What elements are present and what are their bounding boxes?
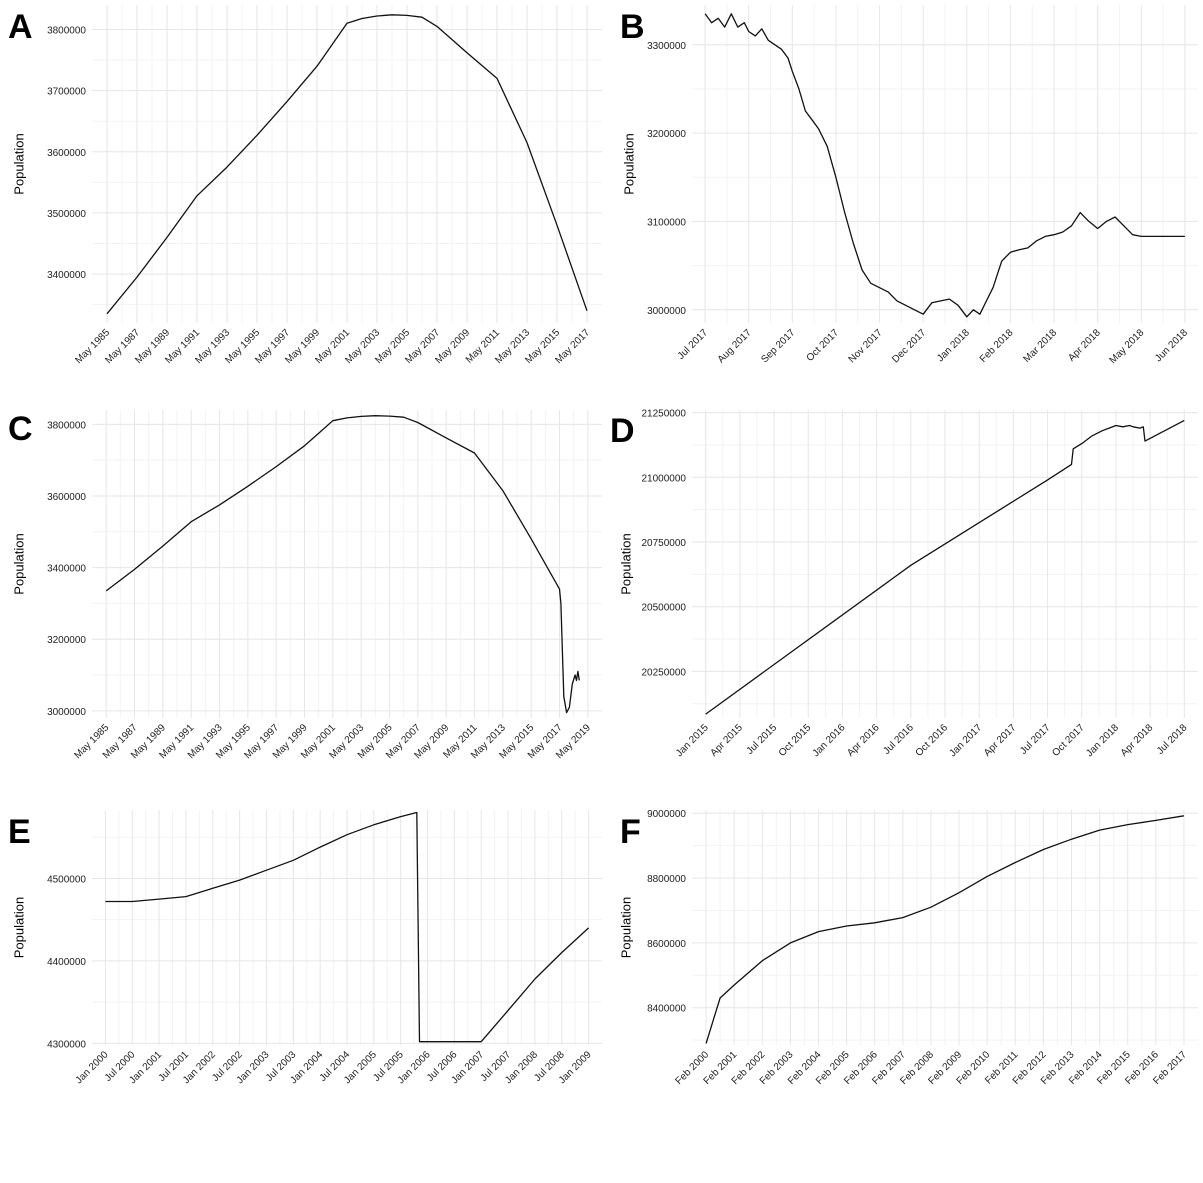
series-line	[106, 14, 588, 315]
series-line	[105, 811, 590, 1043]
y-tick-label: 21000000	[642, 473, 687, 484]
y-tick-label: 4300000	[47, 1039, 86, 1050]
y-tick-label: 8400000	[647, 1004, 686, 1015]
x-tick-label: May 2018	[1108, 327, 1147, 366]
x-tick-label: Jun 2018	[1153, 327, 1190, 364]
x-tick-label: Apr 2017	[982, 722, 1019, 759]
y-tick-label: 3000000	[647, 306, 686, 317]
x-tick-label: Nov 2017	[847, 327, 885, 365]
x-tick-label: Jul 2018	[1155, 722, 1190, 757]
y-axis-label: Population	[621, 133, 636, 194]
x-tick-label: Apr 2018	[1119, 722, 1156, 759]
x-tick-label: Jan 2000	[74, 1049, 111, 1086]
y-tick-label: 3200000	[47, 635, 86, 646]
x-tick-label: Apr 2015	[709, 722, 746, 759]
x-tick-label: Jan 2015	[674, 722, 711, 759]
x-tick-label: Jul 2017	[1018, 722, 1053, 757]
series-line	[705, 815, 1185, 1044]
x-tick-label: Oct 2015	[777, 722, 814, 759]
y-tick-label: 3700000	[47, 87, 86, 98]
x-tick-label: Mar 2018	[1022, 327, 1060, 365]
y-tick-label: 20250000	[642, 667, 687, 678]
x-tick-label: Jul 2015	[745, 722, 780, 757]
y-axis-label: Population	[618, 897, 633, 958]
y-tick-label: 3800000	[47, 420, 86, 431]
y-tick-label: 20750000	[642, 538, 687, 549]
y-tick-label: 3000000	[47, 707, 86, 718]
x-tick-label: Dec 2017	[890, 327, 928, 365]
y-tick-label: 4400000	[47, 957, 86, 968]
x-tick-label: Jan 2016	[811, 722, 848, 759]
x-tick-label: Sep 2017	[759, 327, 797, 365]
y-tick-label: 9000000	[647, 809, 686, 820]
x-tick-label: Aug 2017	[716, 327, 754, 365]
panel-letter: D	[610, 412, 635, 450]
series-line	[105, 415, 580, 714]
y-axis-label: Population	[11, 897, 26, 958]
x-tick-label: Feb 2018	[978, 327, 1016, 365]
y-tick-label: 21250000	[642, 409, 687, 420]
panel-letter: F	[620, 813, 641, 851]
panel-letter: A	[8, 8, 33, 46]
series-line	[704, 13, 1185, 318]
y-tick-label: 3200000	[647, 129, 686, 140]
y-tick-label: 3800000	[47, 25, 86, 36]
y-tick-label: 8600000	[647, 939, 686, 950]
y-axis-label: Population	[618, 533, 633, 594]
y-tick-label: 3600000	[47, 148, 86, 159]
x-tick-label: Oct 2016	[914, 722, 951, 759]
series-line	[705, 419, 1185, 715]
x-tick-label: Apr 2016	[845, 722, 882, 759]
y-tick-label: 3400000	[47, 564, 86, 575]
y-tick-label: 8800000	[647, 874, 686, 885]
x-tick-label: Oct 2017	[805, 327, 842, 364]
y-tick-label: 3100000	[647, 217, 686, 228]
y-tick-label: 3500000	[47, 209, 86, 220]
x-tick-label: Jan 2018	[935, 327, 972, 364]
y-tick-label: 20500000	[642, 603, 687, 614]
y-tick-label: 3600000	[47, 492, 86, 503]
y-axis-label: Population	[11, 533, 26, 594]
panel-b: Jul 2017 Aug 2017 Sep 2017 Oct 2017 Nov 2017…	[620, 5, 1198, 366]
panel-letter: B	[620, 8, 645, 46]
x-tick-label: Jul 2017	[676, 327, 711, 362]
x-tick-label: Oct 2017	[1050, 722, 1087, 759]
y-tick-label: 4500000	[47, 874, 86, 885]
panel-letter: E	[8, 813, 31, 851]
x-tick-label: Jan 2017	[947, 722, 984, 759]
x-tick-label: Jan 2018	[1084, 722, 1121, 759]
x-tick-label: Apr 2018	[1066, 327, 1103, 364]
x-tick-label: Jul 2016	[881, 722, 916, 757]
y-tick-label: 3300000	[647, 41, 686, 52]
y-axis-label: Population	[11, 133, 26, 194]
y-tick-label: 3400000	[47, 270, 86, 281]
panel-letter: C	[8, 410, 33, 448]
